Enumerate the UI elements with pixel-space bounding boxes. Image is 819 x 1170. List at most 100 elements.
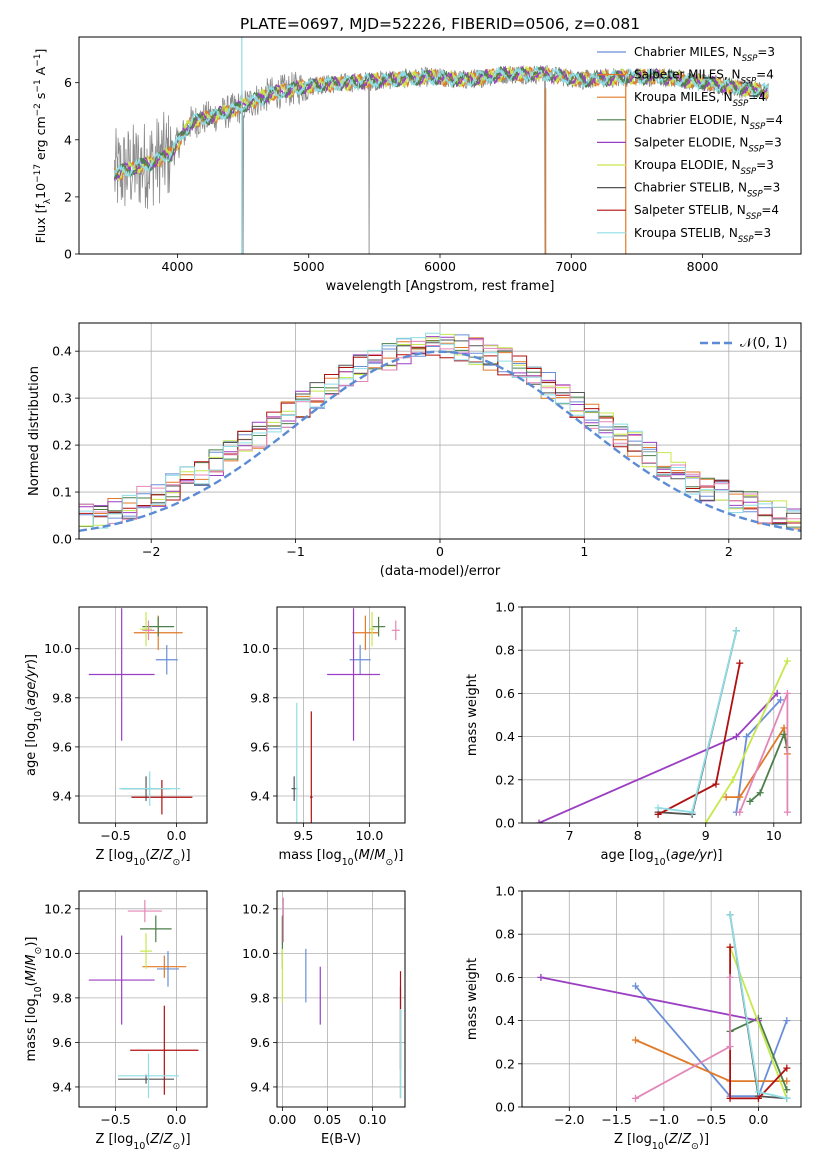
y-tick-label: 9.4: [250, 789, 270, 804]
legend-entry: Salpeter ELODIE, NSSP=3: [634, 135, 782, 154]
weight-line: [657, 663, 741, 816]
axes-frame: [78, 606, 208, 824]
y-axis-label: mass weight: [465, 674, 480, 756]
x-tick-label: 9.5: [293, 828, 313, 843]
x-tick-label: 10.0: [355, 828, 383, 843]
y-tick-label: 0.2: [52, 438, 72, 453]
legend-entry: Chabrier STELIB, NSSP=3: [634, 181, 780, 200]
panel-weight_vs_Z: −2.0 −1.5 −1.0 −0.5 0.0 0.0 0.2 0.4 0.6 0.8 1.0 mas…: [465, 884, 802, 1152]
x-tick-label: −2: [142, 544, 160, 559]
y-tick-label: 2: [64, 189, 72, 204]
weight-line: [658, 630, 738, 816]
plot-area: [281, 897, 402, 1099]
x-axis-label: Z [log10(Z/Z⊙)]: [614, 1132, 709, 1152]
x-tick-label: −0.5: [100, 828, 130, 843]
x-axis-label: mass [log10(M/M⊙)]: [279, 848, 404, 868]
y-tick-label: 1.0: [495, 884, 515, 899]
weight-line: [749, 731, 789, 803]
x-tick-label: −1.5: [601, 1112, 631, 1127]
x-tick-label: −1.0: [649, 1112, 679, 1127]
x-axis-label: E(B-V): [321, 1132, 361, 1147]
x-axis-label: Z [log10(Z/Z⊙)]: [95, 1132, 190, 1152]
x-tick-label: −0.5: [100, 1112, 130, 1127]
y-tick-label: 10.2: [242, 901, 270, 916]
plot-area: [535, 627, 791, 823]
y-axis-label: mass [log10(M/M⊙)]: [24, 937, 44, 1062]
axes-frame: [521, 890, 802, 1108]
weight-line: [726, 725, 789, 798]
y-tick-label: 0.6: [495, 686, 515, 701]
plot-area: [79, 332, 801, 532]
y-tick-label: 0.3: [52, 391, 72, 406]
plot-area: [113, 37, 769, 254]
normal-curve: [79, 350, 801, 532]
y-tick-label: 0.4: [52, 344, 72, 359]
axes-frame: [521, 606, 802, 824]
x-tick-label: 9: [702, 828, 710, 843]
x-axis-label: (data-model)/error: [380, 564, 501, 579]
y-tick-label: 10.2: [44, 901, 72, 916]
x-axis-label: wavelength [Angstrom, rest frame]: [326, 279, 555, 294]
spectrum-model: [113, 66, 769, 180]
axes-frame: [276, 606, 406, 824]
weight-line: [540, 976, 759, 1022]
x-tick-label: −0.5: [696, 1112, 726, 1127]
residual-histogram: [79, 339, 801, 524]
x-tick-label: 5000: [293, 259, 325, 274]
y-tick-label: 9.8: [52, 690, 72, 705]
y-tick-label: 0.6: [495, 970, 515, 985]
plot-area: [88, 608, 193, 815]
y-tick-label: 10.0: [44, 946, 72, 961]
y-tick-label: 9.8: [250, 690, 270, 705]
x-tick-label: 6000: [424, 259, 456, 274]
legend-entry: Kroupa STELIB, NSSP=3: [634, 226, 771, 245]
x-tick-label: 0.00: [268, 1112, 296, 1127]
legend-entry: Kroupa ELODIE, NSSP=3: [634, 158, 774, 177]
x-tick-label: 0.0: [748, 1112, 768, 1127]
y-tick-label: 0.0: [495, 816, 515, 831]
legend-entry: Chabrier MILES, NSSP=3: [634, 45, 775, 64]
y-axis-label: Flux [fλ10−17 erg cm−2 s−1 A−1]: [33, 49, 53, 244]
x-tick-label: 4000: [162, 259, 194, 274]
plot-area: [537, 911, 791, 1102]
plot-area: [291, 608, 400, 823]
x-tick-label: 1: [580, 544, 588, 559]
figure-title: PLATE=0697, MJD=52226, FIBERID=0506, z=0…: [240, 15, 640, 33]
y-tick-label: 10.0: [44, 641, 72, 656]
y-tick-label: 0.4: [495, 729, 515, 744]
y-tick-label: 9.6: [52, 739, 72, 754]
weight-line: [538, 692, 778, 823]
y-tick-label: 9.6: [250, 739, 270, 754]
x-tick-label: 10: [766, 828, 782, 843]
y-tick-label: 10.0: [242, 946, 270, 961]
y-tick-label: 0.0: [495, 1100, 515, 1115]
x-axis-label: Z [log10(Z/Z⊙)]: [95, 848, 190, 868]
legend-entry: Salpeter STELIB, NSSP=4: [634, 203, 779, 222]
y-tick-label: 1.0: [495, 600, 515, 615]
x-tick-label: 8: [634, 828, 642, 843]
x-tick-label: −2.0: [554, 1112, 584, 1127]
legend-entry: Chabrier ELODIE, NSSP=4: [634, 113, 783, 132]
x-tick-label: 0.0: [167, 1112, 187, 1127]
legend-entry: Kroupa MILES, NSSP=4: [634, 90, 766, 109]
y-tick-label: 9.4: [52, 1079, 72, 1094]
plot-area: [88, 899, 199, 1099]
y-tick-label: 9.4: [52, 789, 72, 804]
legend-entry: Salpeter MILES, NSSP=4: [634, 68, 774, 87]
panel-age_vs_mass: 9.5 10.0 9.4 9.6 9.8 10.0 mass [log10(M/M⊙)]: [242, 606, 406, 868]
y-tick-label: 9.4: [250, 1079, 270, 1094]
panel-spectrum: 4000 5000 6000 7000 8000 0 2 4 6 wavelength [Angs…: [33, 36, 802, 294]
weight-line: [657, 630, 738, 814]
x-tick-label: 0.10: [359, 1112, 387, 1127]
panel-residuals: −2 −1 0 1 2 0.0 0.1 0.2 0.3 0.4 (data-model)/error…: [27, 322, 802, 579]
y-tick-label: 0.1: [52, 485, 72, 500]
y-tick-label: 9.6: [250, 1035, 270, 1050]
axes-frame: [276, 890, 406, 1108]
x-tick-label: 0: [436, 544, 444, 559]
axes-frame: [78, 890, 208, 1108]
x-tick-label: 7: [566, 828, 574, 843]
x-tick-label: 7000: [555, 259, 587, 274]
y-tick-label: 4: [64, 132, 72, 147]
x-tick-label: 8000: [687, 259, 719, 274]
